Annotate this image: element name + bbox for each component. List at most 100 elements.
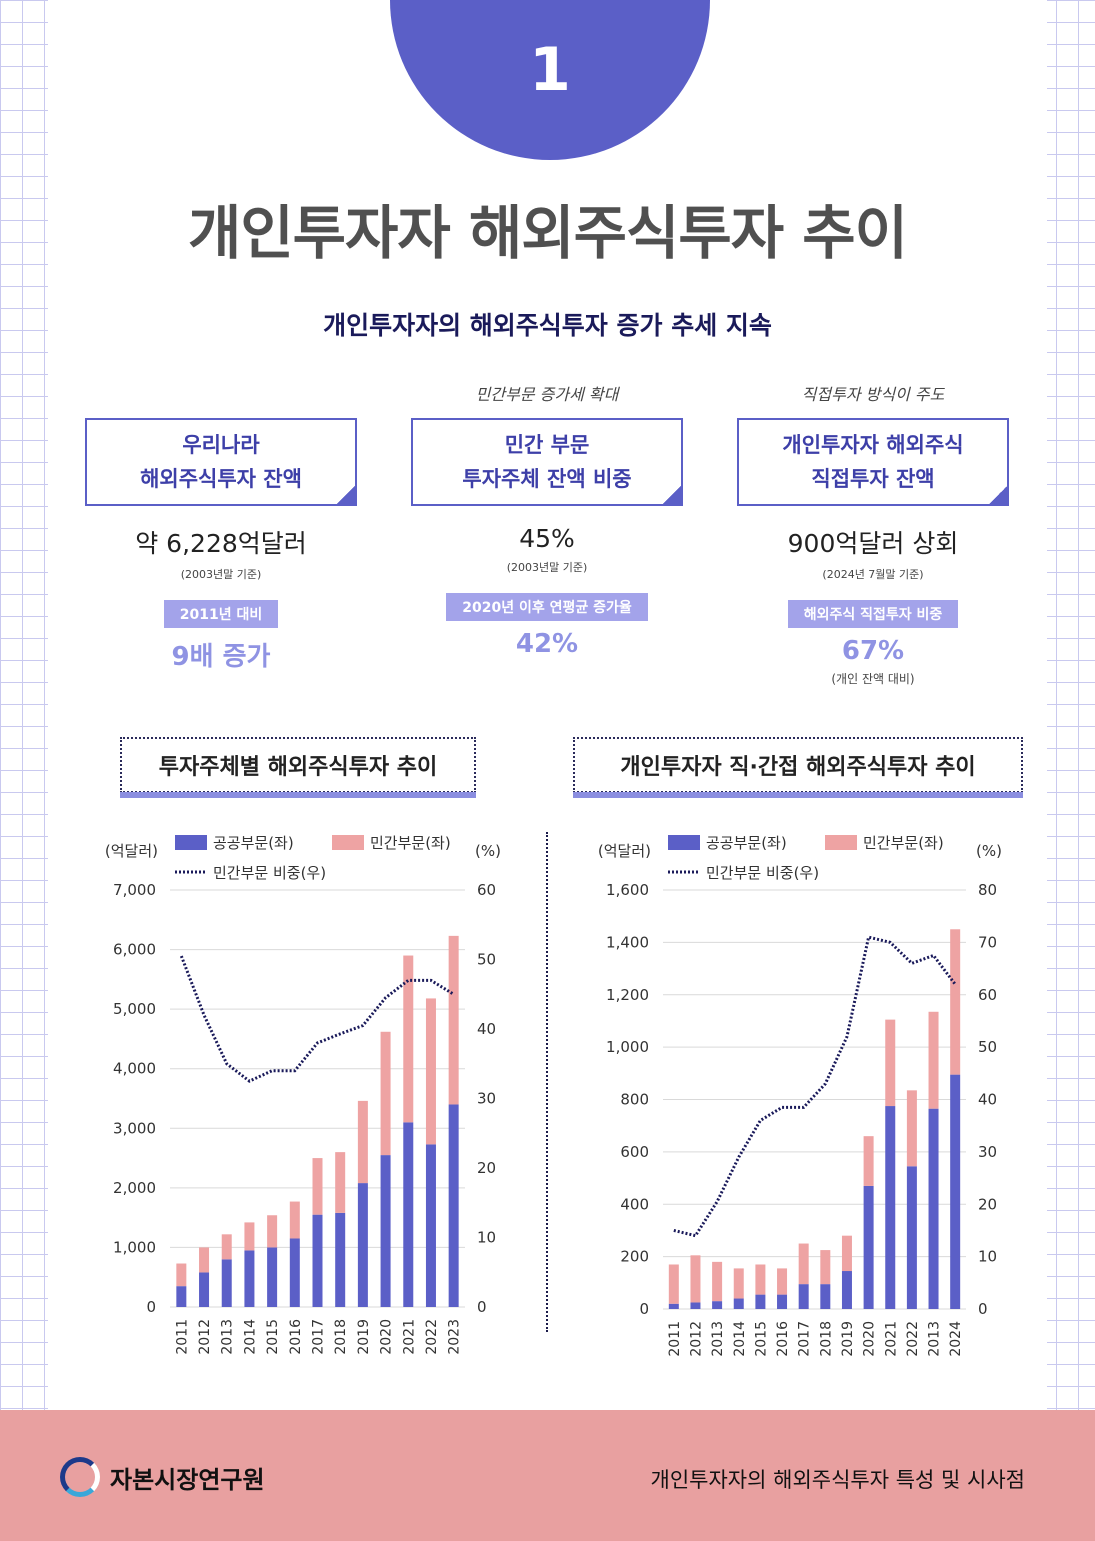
x-tick-label: 2016 [288, 1319, 304, 1355]
bar-public-2014 [244, 1250, 255, 1307]
y-axis-left-title: (억달러) [105, 842, 158, 860]
y-tick-left: 0 [639, 1300, 649, 1318]
x-tick-label: 2014 [732, 1321, 748, 1357]
y-tick-left: 1,000 [113, 1238, 156, 1256]
bar-public-2012 [199, 1272, 210, 1307]
bar-public-2017 [312, 1214, 323, 1307]
bar-private-2018 [820, 1250, 831, 1285]
x-tick-label: 2017 [797, 1321, 813, 1357]
kpi-note-secondary: (개인 잔액 대비) [831, 672, 915, 686]
bar-public-2019 [841, 1271, 852, 1309]
bar-public-2013 [928, 1108, 939, 1309]
x-tick-label: 2019 [840, 1321, 856, 1357]
bar-public-2022 [906, 1166, 917, 1309]
legend-label-public: 공공부문(좌) [213, 834, 294, 852]
bar-private-2017 [798, 1243, 809, 1285]
x-tick-label: 2024 [948, 1321, 964, 1357]
kpi-card-private-share: 민간부문 증가세 확대 민간 부문 투자주체 잔액 비중 45% (2003년말… [402, 380, 692, 659]
y-tick-right: 30 [978, 1143, 997, 1161]
y-tick-right: 30 [477, 1090, 496, 1108]
y-tick-left: 5,000 [113, 1000, 156, 1018]
legend-label-private: 민간부문(좌) [370, 834, 451, 852]
document-title: 개인투자자의 해외주식투자 특성 및 시사점 [650, 1468, 1025, 1492]
y-tick-right: 40 [477, 1020, 496, 1038]
footer: 자본시장연구원 개인투자자의 해외주식투자 특성 및 시사점 [0, 1410, 1095, 1541]
y-tick-left: 200 [620, 1248, 649, 1266]
y-tick-right: 20 [978, 1195, 997, 1213]
bar-private-2019 [841, 1235, 852, 1272]
kpi-title-box: 우리나라 해외주식투자 잔액 [85, 418, 357, 506]
y-tick-left: 4,000 [113, 1060, 156, 1078]
chart-investor-type: 공공부문(좌) 민간부문(좌) 민간부문 비중(우) (억달러) (%) 0 1,000 2,… [105, 834, 501, 1355]
bar-private-2013 [712, 1261, 723, 1302]
y-tick-left: 600 [620, 1143, 649, 1161]
y-tick-left: 400 [620, 1195, 649, 1213]
kpi-value: 약 6,228억달러 [135, 529, 307, 558]
y-tick-right: 20 [477, 1159, 496, 1177]
bar-private-2024 [950, 929, 961, 1075]
x-tick-label: 2012 [197, 1319, 213, 1355]
bar-public-2011 [668, 1303, 679, 1309]
kpi-title-line2: 직접투자 잔액 [811, 467, 935, 491]
x-tick-label: 2013 [710, 1321, 726, 1357]
kpi-title-box: 민간 부문 투자주체 잔액 비중 [411, 418, 683, 506]
x-tick-label: 2013 [927, 1321, 943, 1357]
bar-public-2024 [950, 1074, 961, 1309]
kpi-note: (2003년말 기준) [506, 561, 588, 574]
y-axis-right-title: (%) [976, 842, 1002, 860]
x-tick-label: 2022 [905, 1321, 921, 1357]
bar-private-2015 [755, 1264, 766, 1295]
x-tick-label: 2018 [333, 1319, 349, 1355]
bar-public-2020 [380, 1155, 391, 1307]
section-underline-right [573, 792, 1023, 798]
bar-private-2019 [357, 1100, 368, 1184]
bar-private-2023 [448, 935, 459, 1105]
y-axis-right-title: (%) [475, 842, 501, 860]
y-tick-right: 10 [978, 1248, 997, 1266]
bar-public-2021 [885, 1106, 896, 1309]
bar-public-2016 [289, 1238, 300, 1307]
x-tick-label: 2022 [424, 1319, 440, 1355]
org-logo[interactable]: 자본시장연구원 [60, 1457, 265, 1497]
bar-private-2021 [403, 955, 414, 1123]
y-tick-right: 70 [978, 933, 997, 951]
bar-public-2011 [176, 1286, 187, 1307]
kpi-badge: 2020년 이후 연평균 증가율 [446, 593, 648, 621]
bar-private-2022 [425, 998, 436, 1145]
kpi-title-line1: 우리나라 [182, 433, 260, 457]
bar-public-2015 [267, 1247, 278, 1307]
kpi-note: (2003년말 기준) [180, 568, 262, 581]
bar-private-2022 [906, 1090, 917, 1167]
line-private-share [179, 955, 455, 1083]
bar-public-2021 [403, 1122, 414, 1307]
kpi-highlight: 9배 증가 [171, 642, 271, 672]
x-tick-label: 2021 [883, 1321, 899, 1357]
x-tick-label: 2016 [775, 1321, 791, 1357]
kpi-highlight: 42% [515, 629, 579, 659]
bar-public-2013 [221, 1259, 232, 1307]
legend-label-public: 공공부문(좌) [706, 834, 787, 852]
x-tick-label: 2015 [753, 1321, 769, 1357]
y-tick-left: 7,000 [113, 881, 156, 899]
x-tick-label: 2019 [356, 1319, 372, 1355]
bar-private-2011 [176, 1263, 187, 1287]
bar-public-2019 [357, 1183, 368, 1307]
x-tick-label: 2011 [667, 1321, 683, 1357]
folded-corner-icon [335, 484, 357, 506]
legend-label-share: 민간부문 비중(우) [706, 864, 819, 882]
section-title-left: 투자주체별 해외주식투자 추이 [120, 737, 476, 793]
kpi-caption: 직접투자 방식이 주도 [801, 385, 945, 404]
bar-private-2015 [267, 1215, 278, 1248]
y-tick-right: 60 [477, 881, 496, 899]
x-tick-label: 2012 [688, 1321, 704, 1357]
bar-private-2011 [668, 1264, 679, 1304]
bar-private-2013 [928, 1011, 939, 1109]
bar-public-2015 [755, 1294, 766, 1309]
bar-public-2012 [690, 1302, 701, 1309]
kpi-note: (2024년 7월말 기준) [822, 568, 924, 581]
x-tick-label: 2021 [401, 1319, 417, 1355]
folded-corner-icon [661, 484, 683, 506]
y-tick-left: 1,000 [606, 1038, 649, 1056]
bar-public-2023 [448, 1104, 459, 1307]
bar-private-2020 [380, 1031, 391, 1156]
